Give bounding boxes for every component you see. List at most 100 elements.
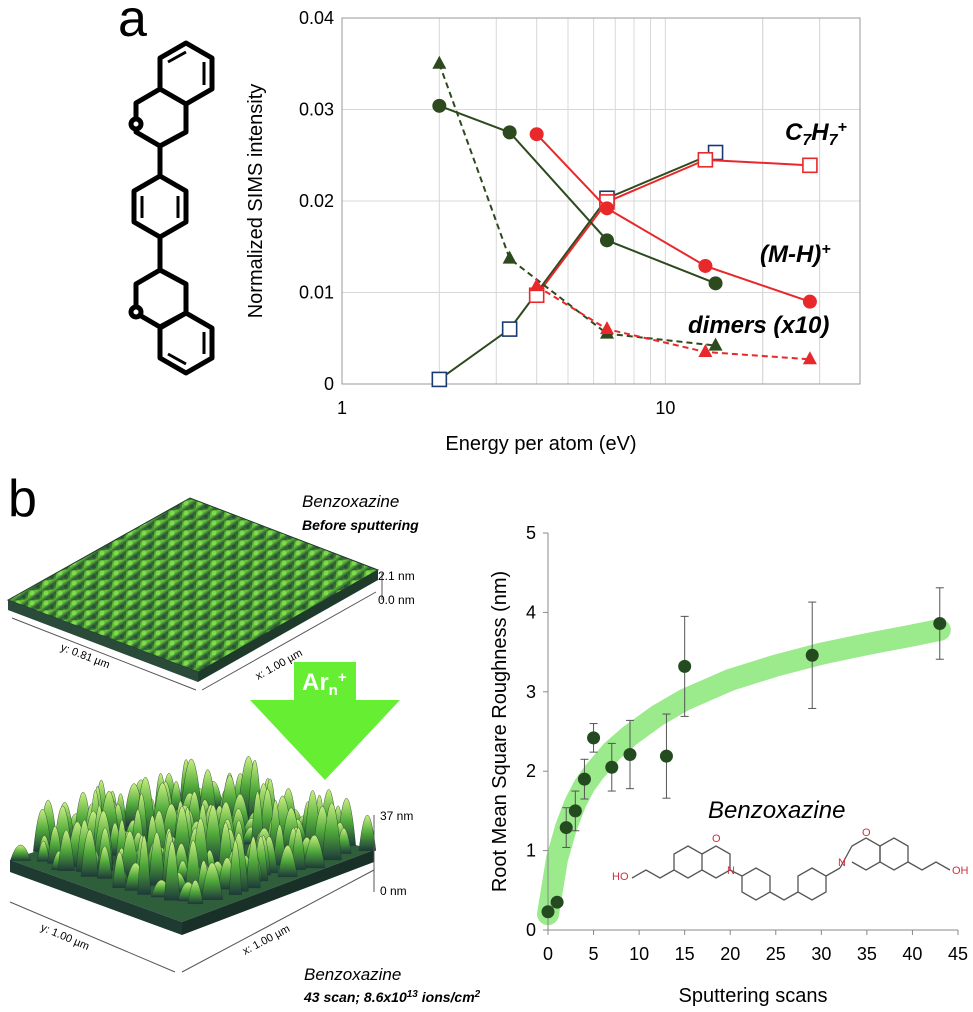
data-point-4: [502, 250, 517, 264]
data-point-3: [529, 127, 544, 142]
chart-b-annotation: Benzoxazine: [708, 797, 845, 824]
data-point: [805, 648, 819, 662]
x-tick-label: 40: [902, 944, 922, 964]
y-tick-label: 0.04: [299, 8, 334, 28]
afm-bottom-zmax: 37 nm: [380, 809, 413, 823]
afm-peak: [137, 835, 151, 895]
x-tick-label: 35: [857, 944, 877, 964]
mol-atom-n1: N: [727, 865, 735, 877]
afm-peak: [246, 836, 261, 889]
panel-a-letter: a: [118, 0, 147, 48]
afm-peak: [57, 830, 75, 871]
x-tick-label: 25: [766, 944, 786, 964]
afm-top-zmax: 2.1 nm: [378, 569, 415, 583]
x-tick-label: 0: [543, 944, 553, 964]
y-tick-label: 0.02: [299, 191, 334, 211]
y-tick-label: 5: [526, 523, 536, 543]
data-point-0: [431, 371, 448, 388]
ar-cluster-arrow: Arn+: [250, 662, 400, 780]
y-tick-label: 0: [324, 374, 334, 394]
data-point: [623, 748, 637, 762]
afm-top-x-axis-line: [201, 591, 377, 691]
data-point: [577, 772, 591, 786]
afm-peak: [228, 840, 243, 895]
label-dimers: dimers (x10): [688, 312, 829, 339]
y-tick-label: 1: [526, 841, 536, 861]
afm-bottom-caption: 43 scan; 8.6x1013 ions/cm2: [303, 989, 481, 1006]
afm-peak: [277, 845, 298, 877]
afm-bottom-y-axis-line: [9, 901, 176, 973]
afm-peak: [80, 829, 99, 877]
fit-band: [537, 618, 951, 926]
afm-top-subtitle: Before sputtering: [302, 517, 419, 533]
afm-bottom-x-label: x: 1.00 µm: [241, 923, 292, 958]
data-point: [659, 749, 673, 763]
afm-top-y-axis-line: [11, 617, 197, 691]
afm-bottom-surface: [10, 756, 377, 935]
mol-atom-ho: HO: [612, 871, 629, 883]
y-tick-label: 0.01: [299, 283, 334, 303]
data-point: [605, 760, 619, 774]
afm-peak: [97, 846, 113, 879]
afm-top-zmin: 0.0 nm: [378, 593, 415, 607]
afm-peak: [303, 834, 326, 869]
data-point-2: [502, 125, 517, 140]
y-tick-label: 2: [526, 761, 536, 781]
data-point-1: [802, 157, 818, 174]
afm-top-title: Benzoxazine: [302, 492, 399, 511]
data-point: [550, 895, 564, 909]
afm-peak: [10, 844, 32, 861]
afm-bottom-title: Benzoxazine: [304, 965, 401, 984]
afm-bottom-edge-left: [10, 860, 182, 935]
mol-atom-o2: O: [862, 827, 871, 839]
series-line-3: [535, 133, 811, 303]
y-tick-label: 0: [526, 920, 536, 940]
x-axis-label: Energy per atom (eV): [445, 433, 636, 455]
chart-a: 0 0.01 0.02 0.03 0.04 1 10 Energy per atom (eV)…: [245, 8, 861, 455]
afm-top-surface: [6, 497, 383, 691]
data-point-4: [708, 337, 723, 351]
data-point-3: [802, 294, 817, 309]
label-mh: (M-H)+: [760, 241, 831, 269]
x-tick-label: 15: [675, 944, 695, 964]
data-point-0: [501, 321, 518, 337]
data-point-1: [697, 152, 714, 168]
data-point: [587, 731, 601, 745]
series-line-4: [438, 63, 716, 347]
x-tick-label: 20: [720, 944, 740, 964]
y-tick-label: 4: [526, 602, 536, 622]
data-point-2: [599, 233, 614, 248]
afm-bottom-x-axis-line: [181, 869, 375, 973]
x-tick-label: 10: [655, 398, 675, 418]
afm-bottom-zmin: 0 nm: [380, 884, 407, 898]
x-tick-label: 30: [811, 944, 831, 964]
data-point-5: [698, 343, 713, 357]
afm-peak: [358, 815, 377, 851]
panel-b-letter: b: [8, 470, 37, 528]
afm-peak: [112, 852, 127, 888]
series-line-5: [536, 285, 810, 361]
y-tick-label: 0.03: [299, 100, 334, 120]
data-point-5: [529, 278, 544, 292]
y-tick-label: 3: [526, 682, 536, 702]
data-point-2: [708, 276, 723, 291]
data-point: [568, 804, 582, 818]
data-point-3: [599, 201, 614, 216]
series-line-2: [438, 104, 716, 285]
data-point-4: [432, 55, 447, 69]
mol-atom-o1: O: [712, 833, 721, 845]
x-tick-label: 1: [337, 398, 347, 418]
y-axis-label: Root Mean Square Roughness (nm): [489, 571, 511, 892]
afm-peak: [164, 841, 181, 901]
molecule-structure-a: [128, 40, 215, 376]
afm-peak: [187, 880, 204, 905]
series-line-0: [438, 151, 716, 381]
x-tick-label: 10: [629, 944, 649, 964]
afm-peak: [321, 802, 342, 861]
molecule-structure-b: [631, 837, 951, 901]
data-point-3: [698, 258, 713, 273]
series-line-1: [535, 158, 810, 296]
arrow-label: Arn+: [302, 669, 347, 699]
